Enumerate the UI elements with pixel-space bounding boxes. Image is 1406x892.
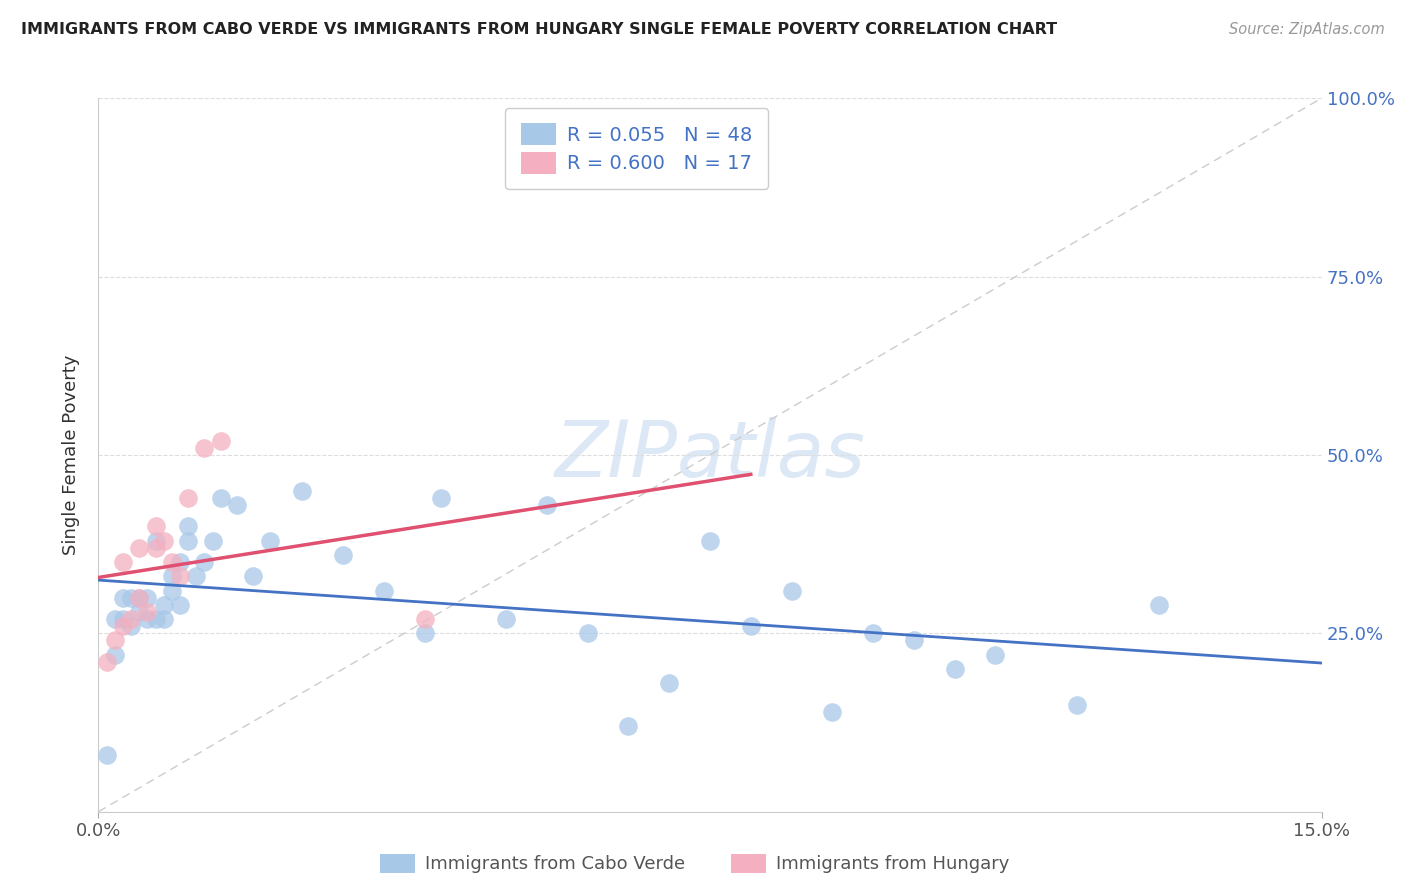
Point [160,569,183,583]
Point [576,626,599,640]
Point [193,555,215,569]
Point [160,583,183,598]
Point [145,533,167,548]
Point [209,491,232,505]
Point [186,569,208,583]
Point [96,747,118,762]
Point [903,633,925,648]
Text: ZIPatlas: ZIPatlas [554,417,866,493]
Point [128,541,150,555]
Point [291,483,314,498]
Point [373,583,395,598]
Point [120,619,142,633]
Point [104,633,127,648]
Point [413,626,436,640]
Point [169,555,191,569]
Point [699,533,721,548]
Point [136,605,159,619]
Point [862,626,884,640]
Point [536,498,558,512]
Point [193,441,215,455]
Point [136,591,159,605]
Point [152,612,174,626]
Legend: R = 0.055   N = 48, R = 0.600   N = 17: R = 0.055 N = 48, R = 0.600 N = 17 [505,108,768,189]
Point [430,491,453,505]
Point [495,612,517,626]
Point [242,569,264,583]
Point [145,519,167,533]
Point [128,605,150,619]
Point [152,598,174,612]
Point [136,612,159,626]
Point [780,583,803,598]
Text: Immigrants from Cabo Verde: Immigrants from Cabo Verde [425,855,685,873]
Point [169,569,191,583]
Point [152,533,174,548]
Point [177,519,200,533]
Point [145,541,167,555]
Text: IMMIGRANTS FROM CABO VERDE VS IMMIGRANTS FROM HUNGARY SINGLE FEMALE POVERTY CORR: IMMIGRANTS FROM CABO VERDE VS IMMIGRANTS… [21,22,1057,37]
Point [120,612,142,626]
Point [177,491,200,505]
Point [1066,698,1088,712]
Point [111,612,134,626]
Point [413,612,436,626]
Point [111,619,134,633]
Point [201,533,224,548]
Point [160,555,183,569]
Point [617,719,640,733]
Point [111,555,134,569]
Point [209,434,232,448]
Point [128,591,150,605]
Point [128,591,150,605]
Point [96,655,118,669]
Point [332,548,354,562]
Text: Immigrants from Hungary: Immigrants from Hungary [776,855,1010,873]
Point [1147,598,1170,612]
Point [111,591,134,605]
Point [145,612,167,626]
Text: Source: ZipAtlas.com: Source: ZipAtlas.com [1229,22,1385,37]
Point [740,619,762,633]
Point [226,498,249,512]
Y-axis label: Single Female Poverty: Single Female Poverty [62,355,80,555]
Point [259,533,281,548]
Point [177,533,200,548]
Point [943,662,966,676]
Point [104,612,127,626]
Point [104,648,127,662]
Point [169,598,191,612]
Point [120,591,142,605]
Point [821,705,844,719]
Point [658,676,681,690]
Point [984,648,1007,662]
